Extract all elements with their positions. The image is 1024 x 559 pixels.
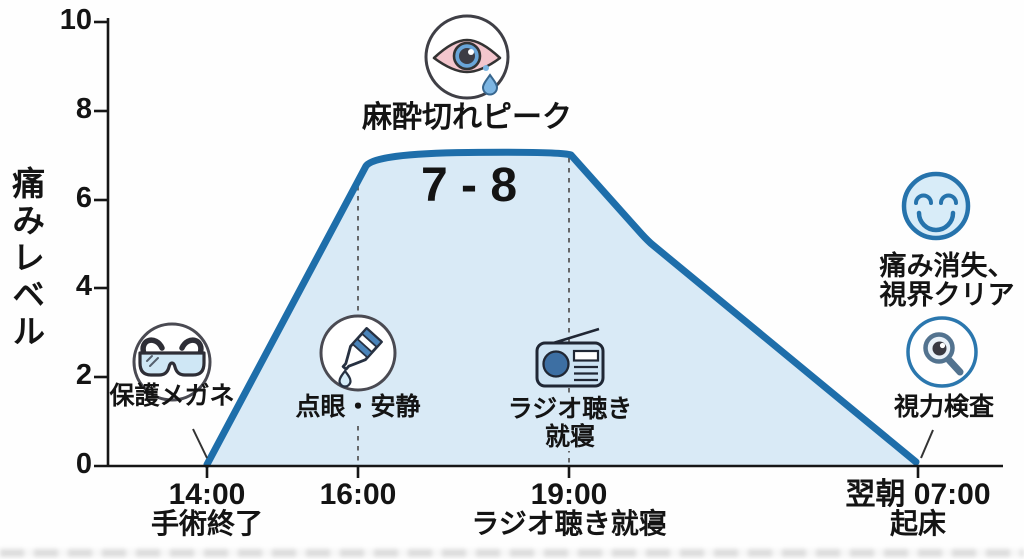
- pain-area-fill: [207, 152, 916, 466]
- y-tick-8: 8: [75, 93, 92, 125]
- eyedrops-label: 点眼・安静: [278, 394, 438, 421]
- axes: [94, 18, 1003, 478]
- peak-annotation: 麻酔切れピーク: [362, 101, 572, 134]
- x-event-surgery-end: 手術終了: [150, 508, 263, 539]
- y-axis-title: 痛みレベル: [7, 166, 45, 351]
- x-tick-19h: 19:00: [530, 478, 608, 511]
- peak-value: 7 - 8: [420, 159, 518, 212]
- bottom-crop-artifact: [0, 549, 1024, 557]
- leader-line-glasses: [192, 428, 208, 459]
- smiling-face-icon: [901, 171, 971, 241]
- x-tick-14h: 14:00: [168, 478, 246, 511]
- glasses-label: 保護メガネ: [109, 382, 235, 410]
- y-tick-4: 4: [75, 270, 92, 302]
- x-event-wake-up: 起床: [889, 508, 946, 539]
- teary-eye-icon: [424, 14, 510, 100]
- relief-label-line2: 視界クリア: [879, 280, 1015, 310]
- radio-label-line2: 就寝: [492, 424, 648, 451]
- x-event-radio-sleep: ラジオ聴き就寝: [471, 508, 667, 539]
- vision-test-label: 視力検査: [893, 393, 994, 421]
- x-tick-16h: 16:00: [319, 478, 397, 511]
- radio-label-line1: ラジオ聴き: [492, 396, 648, 423]
- leader-line-vision-test: [920, 429, 934, 459]
- relief-label-line1: 痛み消失、: [879, 251, 1015, 281]
- radio-icon: [535, 327, 605, 388]
- eye-drops-icon: [319, 314, 397, 392]
- x-tick-next-morning: 翌朝 07:00: [845, 478, 991, 511]
- y-tick-2: 2: [75, 359, 92, 391]
- y-tick-0: 0: [75, 448, 92, 480]
- safety-glasses-icon: [132, 322, 212, 402]
- y-tick-10: 10: [59, 4, 92, 36]
- y-tick-6: 6: [75, 182, 92, 214]
- eye-exam-magnifier-icon: [906, 316, 978, 388]
- pain-line: [203, 148, 920, 468]
